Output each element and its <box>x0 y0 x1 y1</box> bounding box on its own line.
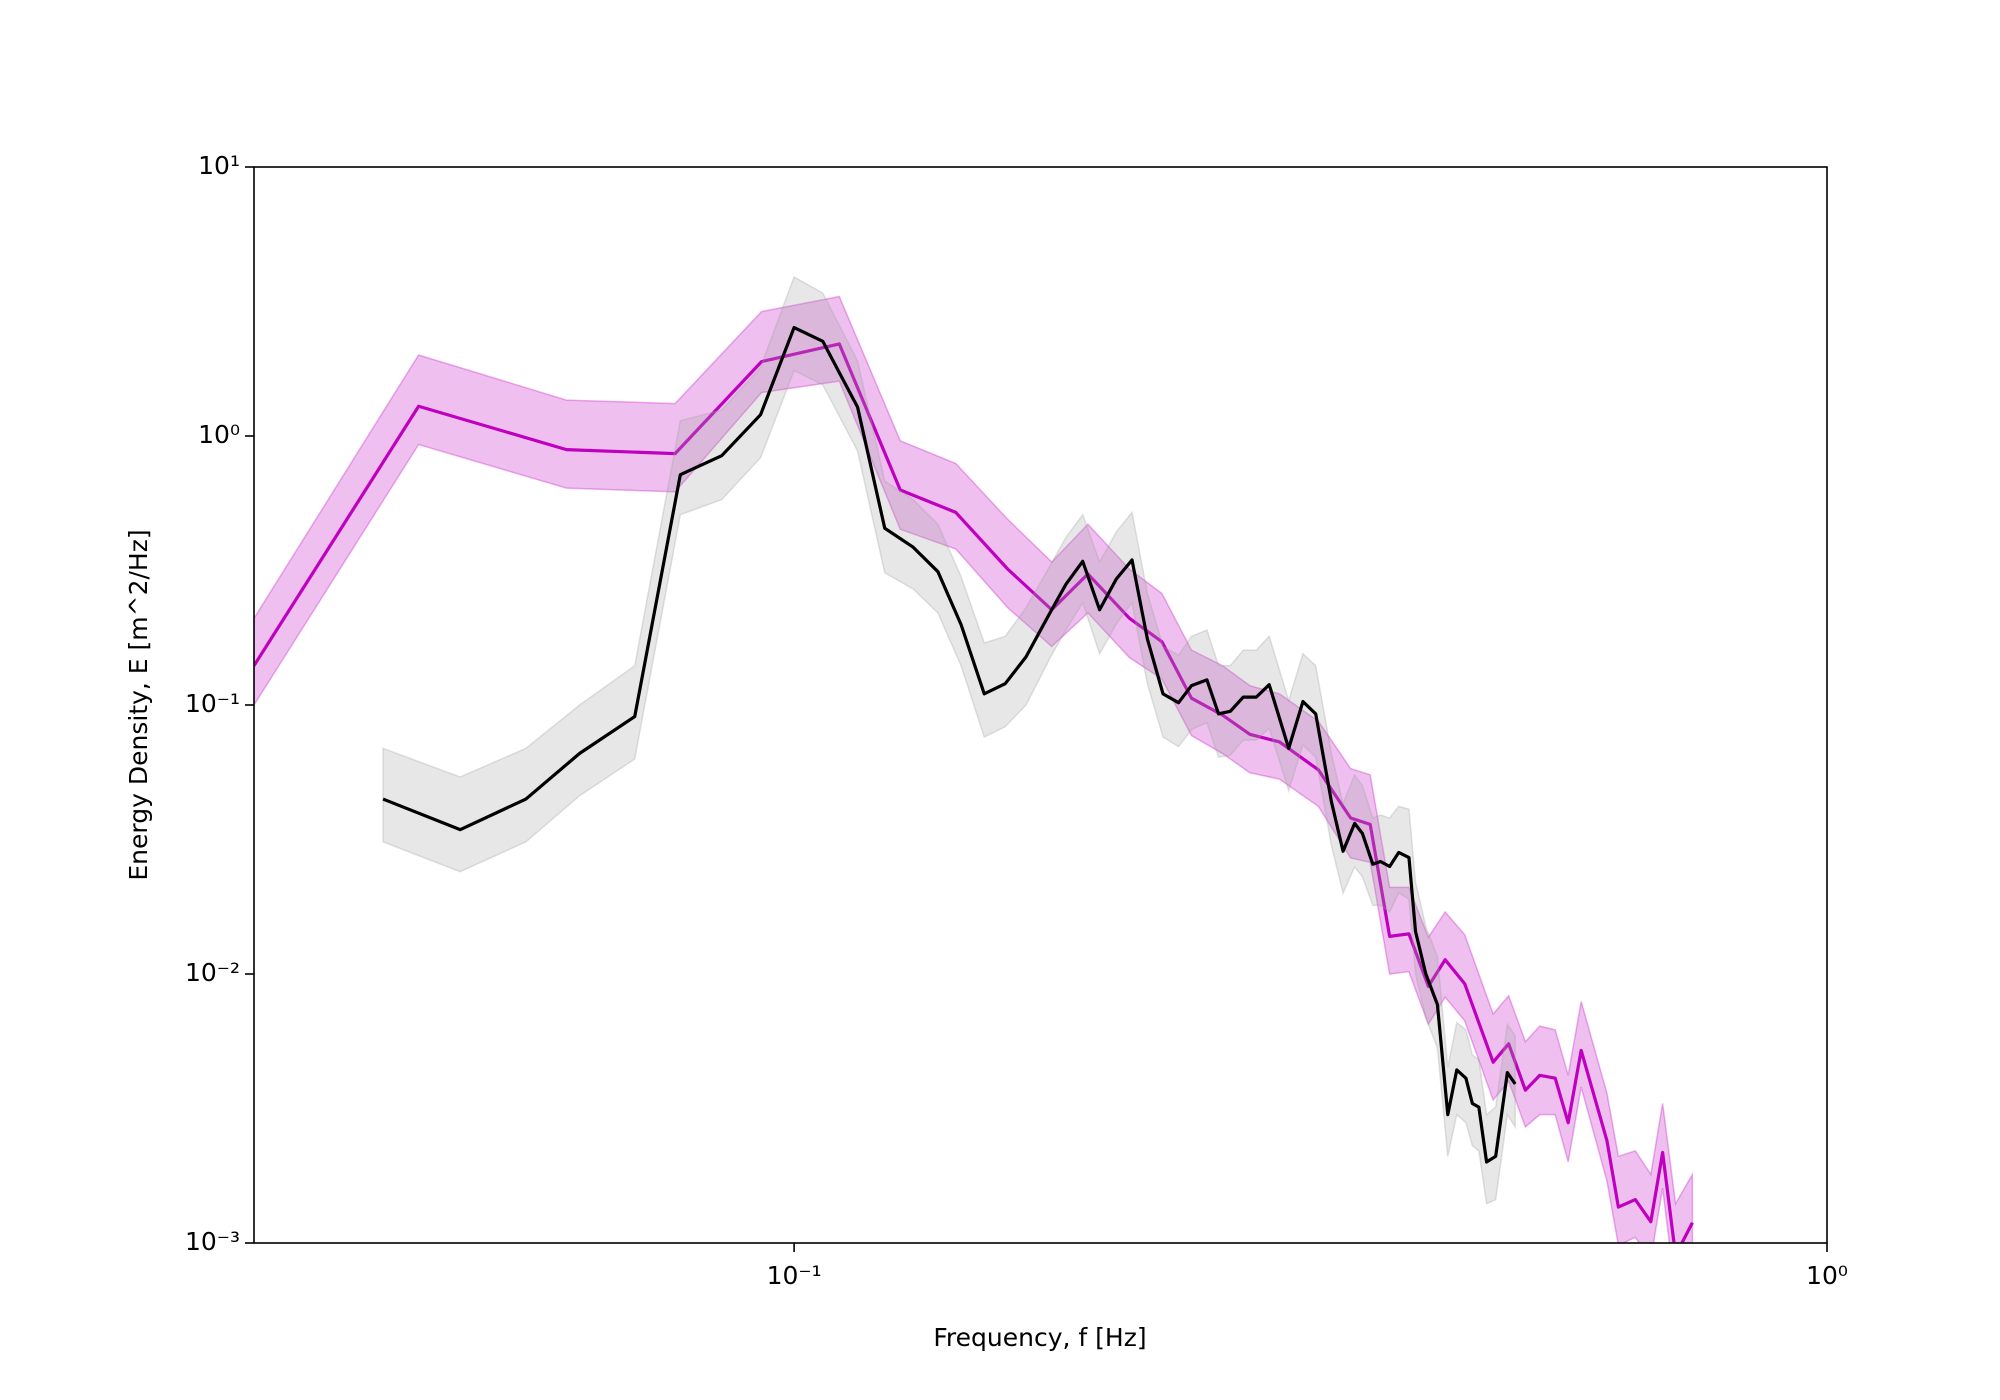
x-tick-label: 10⁻¹ <box>767 1261 822 1290</box>
y-tick-label: 10¹ <box>198 151 240 180</box>
y-tick-label: 10⁰ <box>198 420 240 449</box>
y-tick-label: 10⁻³ <box>185 1227 240 1256</box>
error-band <box>254 295 1694 1243</box>
x-tick-label: 10⁰ <box>1806 1261 1848 1290</box>
y-axis-label: Energy Density, E [m^2/Hz] <box>124 529 153 880</box>
y-tick-label: 10⁻¹ <box>185 689 240 718</box>
error-band <box>382 275 1516 1205</box>
x-axis-label: Frequency, f [Hz] <box>933 1323 1146 1352</box>
series-line <box>382 325 1517 1164</box>
y-tick-label: 10⁻² <box>185 958 240 987</box>
plot-area <box>254 275 1694 1243</box>
series-line <box>254 342 1694 1243</box>
